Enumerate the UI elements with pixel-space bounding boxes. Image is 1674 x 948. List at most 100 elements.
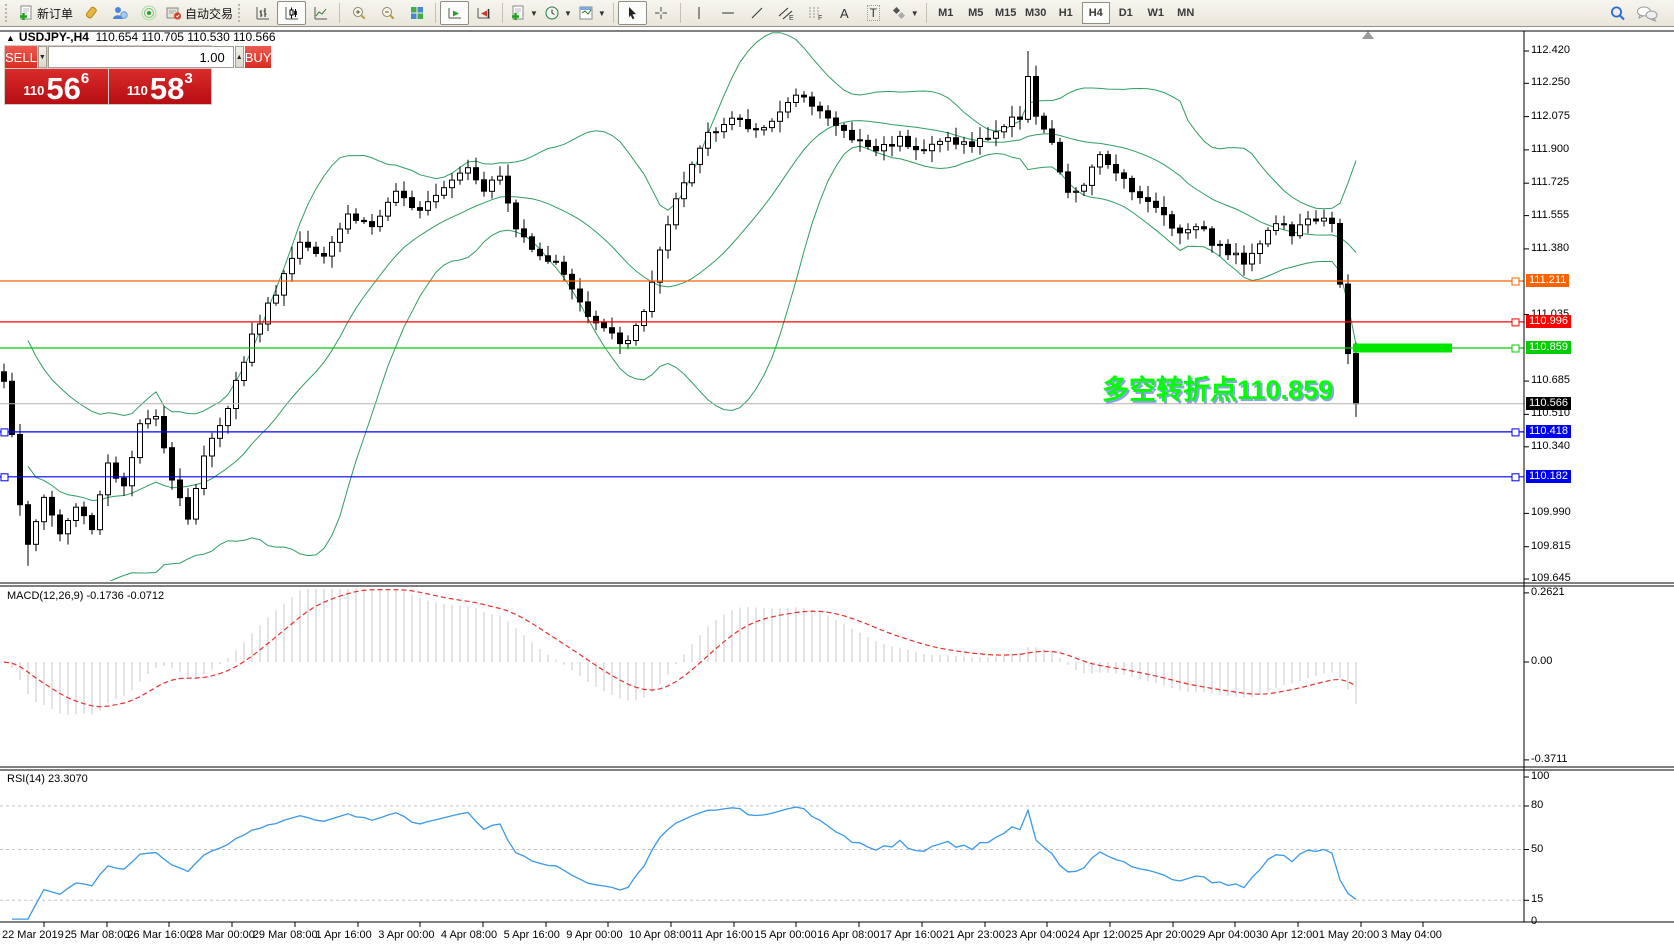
hline-handle[interactable]	[0, 473, 9, 482]
chart-shift-button[interactable]	[469, 1, 498, 25]
auto-trading-button[interactable]: 自动交易	[163, 1, 236, 25]
current-price-label: 110.566	[1526, 396, 1571, 410]
templates-button[interactable]: ▼	[575, 1, 609, 25]
arrows-button[interactable]: ▼	[888, 1, 922, 25]
chart-shift-marker[interactable]	[1362, 31, 1374, 39]
price-level-label-110.418[interactable]: 110.418	[1526, 424, 1571, 438]
chart-canvas[interactable]: ▲ USDJPY-,H4 110.654 110.705 110.530 110.…	[0, 27, 1674, 948]
new-order-label: 新订单	[37, 6, 74, 21]
hline-handle[interactable]	[1511, 277, 1520, 286]
rsi-pane	[12, 806, 1357, 920]
timeframe-m30-button[interactable]: M30	[1025, 7, 1047, 19]
chat-button[interactable]	[1632, 1, 1661, 25]
chart-annotation-text[interactable]: 多空转折点110.859	[1102, 375, 1334, 405]
channel-icon: E	[778, 7, 794, 21]
timeframe-m5-button[interactable]: M5	[968, 7, 984, 19]
candlestick-chart-button[interactable]	[277, 1, 307, 25]
collapse-panel-icon[interactable]: ▲	[6, 33, 15, 43]
macd-scale-0.2621: 0.2621	[1531, 585, 1565, 598]
time-label: 17 Apr 16:00	[879, 929, 943, 941]
periods-button[interactable]: ▼	[541, 1, 575, 25]
price-level-label-110.859[interactable]: 110.859	[1526, 341, 1571, 354]
time-label: 24 Apr 12:00	[1067, 929, 1131, 941]
time-label: 9 Apr 00:00	[566, 929, 623, 941]
search-button[interactable]	[1603, 1, 1632, 25]
fibonacci-icon: F	[808, 7, 822, 21]
signals-button[interactable]	[134, 1, 163, 25]
volume-down-button[interactable]: ▼	[37, 46, 47, 68]
time-label: 4 Apr 08:00	[440, 929, 498, 941]
zoom-in-button[interactable]	[344, 1, 373, 25]
bid-big: 56	[46, 71, 81, 106]
crosshair-button[interactable]	[647, 1, 676, 25]
template-icon	[579, 6, 593, 20]
timeframe-h1-button[interactable]: H1	[1058, 7, 1073, 19]
hline-handle[interactable]	[1511, 318, 1520, 327]
auto-scroll-button[interactable]	[440, 1, 470, 25]
bid-prefix: 110	[23, 83, 45, 98]
new-order-button[interactable]: 新订单	[15, 1, 76, 25]
ask-quote[interactable]: 110 58 3	[108, 69, 211, 104]
hline-handle[interactable]	[1511, 344, 1520, 353]
timeframe-h4-button[interactable]: H4	[1081, 2, 1110, 24]
chart-shift-icon	[477, 8, 490, 19]
toolbar-drag-handle[interactable]	[5, 4, 11, 22]
text-label-icon: T	[866, 5, 880, 21]
bid-quote[interactable]: 110 56 6	[5, 69, 108, 104]
chart-plot	[0, 30, 1674, 927]
line-chart-button[interactable]	[306, 1, 335, 25]
timeframe-m15-button[interactable]: M15	[995, 7, 1017, 19]
channel-glyph: E	[789, 15, 794, 21]
hline-handle[interactable]	[1511, 473, 1520, 482]
candles	[1, 51, 1359, 566]
volume-input[interactable]	[47, 46, 234, 68]
timeframe-group: M1 M5 M15 M30 H1 H4 D1 W1 MN	[931, 2, 1201, 24]
hline-handle[interactable]	[1511, 428, 1520, 437]
symbol-ohlc-bar: ▲ USDJPY-,H4 110.654 110.705 110.530 110.…	[6, 30, 276, 44]
symbol-name: USDJPY-,H4	[18, 30, 89, 44]
text-icon: A	[839, 5, 849, 21]
profile-icon	[112, 7, 128, 19]
price-level-label-111.211[interactable]: 111.211	[1526, 274, 1570, 288]
price-level-label-110.182[interactable]: 110.182	[1526, 469, 1571, 483]
marker-button[interactable]	[76, 1, 105, 25]
price-level-label-110.996[interactable]: 110.996	[1526, 314, 1571, 328]
time-label: 3 Apr 00:00	[378, 929, 435, 941]
time-label: 23 Apr 04:00	[1005, 929, 1068, 941]
text-button[interactable]: A	[830, 1, 859, 25]
toolbar-drag-handle[interactable]	[238, 4, 244, 22]
equidistant-channel-button[interactable]: E	[772, 1, 801, 25]
time-label: 10 Apr 08:00	[629, 929, 692, 941]
community-button[interactable]	[105, 1, 134, 25]
buy-button[interactable]: BUY	[244, 46, 272, 68]
time-label: 25 Mar 08:00	[64, 929, 130, 941]
text-label-button[interactable]: T	[859, 1, 888, 25]
timeframe-d1-button[interactable]: D1	[1118, 7, 1133, 19]
hline-handle[interactable]	[0, 428, 9, 437]
arrows-icon	[892, 6, 905, 20]
cursor-button[interactable]	[617, 1, 647, 25]
volume-up-button[interactable]: ▲	[234, 46, 244, 68]
bar-chart-button[interactable]	[248, 1, 277, 25]
timeframe-mn-button[interactable]: MN	[1177, 7, 1195, 19]
sell-button[interactable]: SELL	[5, 46, 37, 68]
tile-windows-button[interactable]	[402, 1, 431, 25]
marker-icon	[85, 6, 97, 19]
signal-icon	[141, 5, 157, 21]
timeframe-w1-button[interactable]: W1	[1147, 7, 1164, 19]
indicators-button[interactable]: ▼	[507, 1, 541, 25]
price-tick-112.250: 112.250	[1531, 76, 1570, 89]
price-tick-109.815: 109.815	[1531, 539, 1571, 552]
zoom-out-button[interactable]	[373, 1, 402, 25]
time-label: 1 May 20:00	[1318, 929, 1380, 941]
fibonacci-button[interactable]: F	[801, 1, 830, 25]
time-label: 3 May 04:00	[1381, 929, 1442, 941]
toolbar-separator	[925, 3, 927, 23]
vertical-line-button[interactable]	[685, 1, 714, 25]
timeframe-m1-button[interactable]: M1	[938, 7, 954, 19]
horizontal-line-button[interactable]	[714, 1, 743, 25]
highlight-level-bar[interactable]	[1353, 343, 1452, 353]
trendline-button[interactable]	[743, 1, 772, 25]
